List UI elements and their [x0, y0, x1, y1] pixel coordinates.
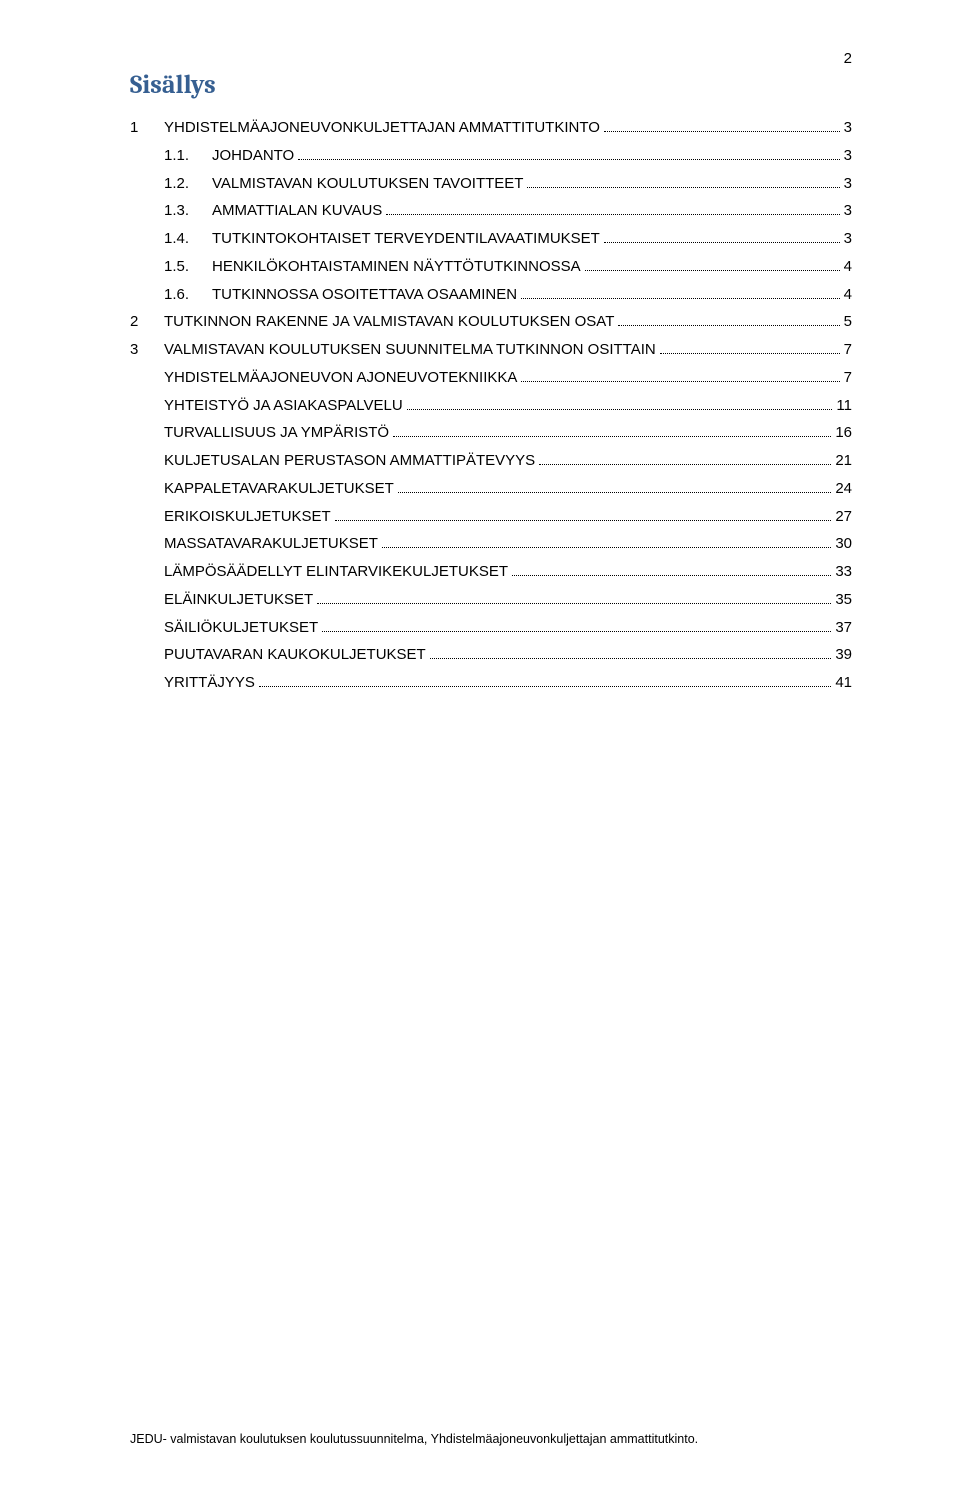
toc-leader-dots: [393, 436, 831, 437]
toc-entry-number: 1.1.: [164, 142, 212, 170]
toc-entry-page: 39: [835, 641, 852, 669]
toc-entry-page: 41: [835, 669, 852, 697]
toc-entry-label: ELÄINKULJETUKSET: [164, 586, 313, 614]
toc-entry-number: 3: [130, 336, 164, 364]
toc-leader-dots: [618, 325, 839, 326]
toc-leader-dots: [407, 409, 833, 410]
toc-entry[interactable]: KULJETUSALAN PERUSTASON AMMATTIPÄTEVYYS 2…: [130, 447, 852, 475]
toc-entry-label: SÄILIÖKULJETUKSET: [164, 614, 318, 642]
toc-entry-label: TURVALLISUUS JA YMPÄRISTÖ: [164, 419, 389, 447]
toc-entry[interactable]: 1YHDISTELMÄAJONEUVONKULJETTAJAN AMMATTIT…: [130, 114, 852, 142]
toc-entry[interactable]: 1.2.VALMISTAVAN KOULUTUKSEN TAVOITTEET 3: [130, 170, 852, 198]
toc-entry[interactable]: YHDISTELMÄAJONEUVON AJONEUVOTEKNIIKKA 7: [130, 364, 852, 392]
toc-entry-label: YHDISTELMÄAJONEUVON AJONEUVOTEKNIIKKA: [164, 364, 517, 392]
toc-leader-dots: [585, 270, 840, 271]
toc-entry-label: AMMATTIALAN KUVAUS: [212, 197, 382, 225]
toc-entry-page: 24: [835, 475, 852, 503]
toc-entry-page: 27: [835, 503, 852, 531]
toc-entry-label: TUTKINTOKOHTAISET TERVEYDENTILAVAATIMUKS…: [212, 225, 600, 253]
toc-entry-number: 1.2.: [164, 170, 212, 198]
toc-entry-label: HENKILÖKOHTAISTAMINEN NÄYTTÖTUTKINNOSSA: [212, 253, 581, 281]
toc-entry-page: 4: [844, 253, 852, 281]
toc-entry[interactable]: MASSATAVARAKULJETUKSET 30: [130, 530, 852, 558]
toc-entry-page: 35: [835, 586, 852, 614]
toc-entry-label: PUUTAVARAN KAUKOKULJETUKSET: [164, 641, 426, 669]
toc-entry-page: 11: [836, 392, 852, 420]
toc-entry-page: 3: [844, 170, 852, 198]
toc-entry[interactable]: 1.6.TUTKINNOSSA OSOITETTAVA OSAAMINEN 4: [130, 281, 852, 309]
toc-entry-label: YHDISTELMÄAJONEUVONKULJETTAJAN AMMATTITU…: [164, 114, 600, 142]
toc-entry-label: JOHDANTO: [212, 142, 294, 170]
toc-entry-page: 21: [835, 447, 852, 475]
toc-entry-number: 2: [130, 308, 164, 336]
toc-leader-dots: [527, 187, 839, 188]
toc-leader-dots: [322, 631, 831, 632]
footer-text: JEDU- valmistavan koulutuksen koulutussu…: [130, 1432, 852, 1446]
toc-leader-dots: [386, 214, 839, 215]
toc-entry[interactable]: 1.5.HENKILÖKOHTAISTAMINEN NÄYTTÖTUTKINNO…: [130, 253, 852, 281]
toc-entry-label: TUTKINNON RAKENNE JA VALMISTAVAN KOULUTU…: [164, 308, 614, 336]
toc-entry-page: 3: [844, 114, 852, 142]
toc-leader-dots: [335, 520, 832, 521]
toc-entry-number: 1.4.: [164, 225, 212, 253]
toc-entry[interactable]: 2TUTKINNON RAKENNE JA VALMISTAVAN KOULUT…: [130, 308, 852, 336]
toc-entry-number: 1.3.: [164, 197, 212, 225]
toc-leader-dots: [604, 131, 840, 132]
toc-leader-dots: [317, 603, 831, 604]
toc-entry-page: 3: [844, 225, 852, 253]
toc-entry[interactable]: ERIKOISKULJETUKSET 27: [130, 503, 852, 531]
toc-entry-label: YHTEISTYÖ JA ASIAKASPALVELU: [164, 392, 403, 420]
toc-leader-dots: [398, 492, 832, 493]
toc-leader-dots: [521, 298, 840, 299]
toc-entry-label: KULJETUSALAN PERUSTASON AMMATTIPÄTEVYYS: [164, 447, 535, 475]
toc-entry-label: LÄMPÖSÄÄDELLYT ELINTARVIKEKULJETUKSET: [164, 558, 508, 586]
page-number-top: 2: [844, 50, 852, 67]
toc-entry[interactable]: KAPPALETAVARAKULJETUKSET 24: [130, 475, 852, 503]
toc-leader-dots: [298, 159, 839, 160]
toc-entry-number: 1.6.: [164, 281, 212, 309]
toc-entry[interactable]: 1.3.AMMATTIALAN KUVAUS 3: [130, 197, 852, 225]
toc-entry-page: 37: [835, 614, 852, 642]
toc-leader-dots: [259, 686, 831, 687]
toc-leader-dots: [512, 575, 831, 576]
toc-entry-label: MASSATAVARAKULJETUKSET: [164, 530, 378, 558]
toc-entry-page: 3: [844, 197, 852, 225]
table-of-contents: 1YHDISTELMÄAJONEUVONKULJETTAJAN AMMATTIT…: [130, 114, 852, 697]
toc-entry-page: 3: [844, 142, 852, 170]
toc-entry-page: 4: [844, 281, 852, 309]
toc-entry-label: KAPPALETAVARAKULJETUKSET: [164, 475, 394, 503]
toc-entry-page: 5: [844, 308, 852, 336]
toc-entry-label: TUTKINNOSSA OSOITETTAVA OSAAMINEN: [212, 281, 517, 309]
toc-entry-number: 1.5.: [164, 253, 212, 281]
toc-entry[interactable]: 3VALMISTAVAN KOULUTUKSEN SUUNNITELMA TUT…: [130, 336, 852, 364]
toc-leader-dots: [539, 464, 831, 465]
toc-entry-label: ERIKOISKULJETUKSET: [164, 503, 331, 531]
toc-entry-page: 30: [835, 530, 852, 558]
toc-leader-dots: [660, 353, 840, 354]
toc-entry[interactable]: YRITTÄJYYS 41: [130, 669, 852, 697]
toc-entry[interactable]: TURVALLISUUS JA YMPÄRISTÖ 16: [130, 419, 852, 447]
toc-entry-page: 7: [844, 336, 852, 364]
toc-leader-dots: [382, 547, 831, 548]
toc-entry[interactable]: LÄMPÖSÄÄDELLYT ELINTARVIKEKULJETUKSET 33: [130, 558, 852, 586]
document-page: 2 Sisällys 1YHDISTELMÄAJONEUVONKULJETTAJ…: [0, 0, 960, 1502]
toc-entry-label: YRITTÄJYYS: [164, 669, 255, 697]
toc-entry[interactable]: 1.1.JOHDANTO 3: [130, 142, 852, 170]
toc-leader-dots: [430, 658, 832, 659]
toc-entry-page: 33: [835, 558, 852, 586]
toc-entry-number: 1: [130, 114, 164, 142]
toc-title: Sisällys: [130, 70, 852, 100]
toc-entry-page: 16: [835, 419, 852, 447]
toc-entry-page: 7: [844, 364, 852, 392]
toc-entry-label: VALMISTAVAN KOULUTUKSEN TAVOITTEET: [212, 170, 523, 198]
toc-entry[interactable]: PUUTAVARAN KAUKOKULJETUKSET 39: [130, 641, 852, 669]
toc-leader-dots: [604, 242, 840, 243]
toc-entry[interactable]: YHTEISTYÖ JA ASIAKASPALVELU 11: [130, 392, 852, 420]
toc-entry[interactable]: SÄILIÖKULJETUKSET 37: [130, 614, 852, 642]
toc-entry[interactable]: 1.4.TUTKINTOKOHTAISET TERVEYDENTILAVAATI…: [130, 225, 852, 253]
toc-leader-dots: [521, 381, 839, 382]
toc-entry-label: VALMISTAVAN KOULUTUKSEN SUUNNITELMA TUTK…: [164, 336, 656, 364]
toc-entry[interactable]: ELÄINKULJETUKSET 35: [130, 586, 852, 614]
